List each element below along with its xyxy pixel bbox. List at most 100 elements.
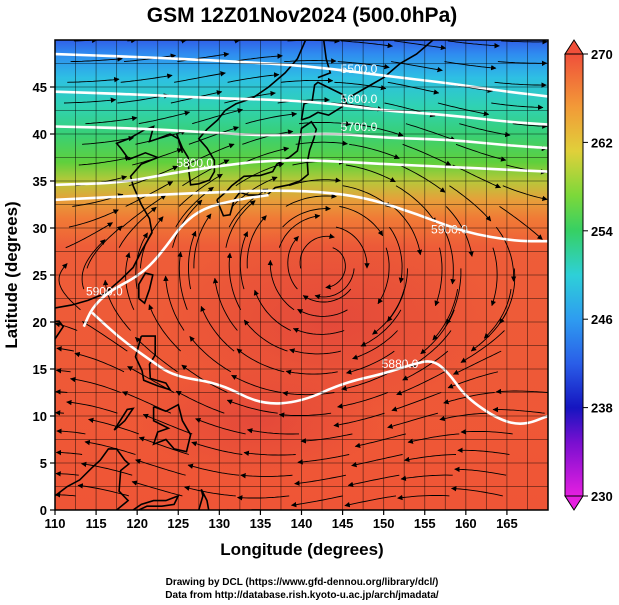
streamline [342, 185, 391, 208]
coastlines [55, 40, 434, 510]
height-contour-label: 5880.0 [382, 357, 419, 371]
streamline [82, 321, 128, 352]
height-contour-line [91, 311, 548, 425]
y-tick-label: 0 [40, 503, 47, 518]
streamline [460, 330, 505, 363]
streamline [402, 350, 449, 381]
streamline [246, 428, 299, 435]
streamline [492, 406, 545, 414]
height-contour-line [55, 189, 548, 243]
streamline [240, 473, 293, 479]
streamline [494, 81, 547, 88]
streamline [253, 289, 292, 331]
streamline [491, 102, 544, 111]
streamline [135, 458, 186, 476]
credit-data: Data from http://database.rish.kyoto-u.a… [165, 590, 439, 601]
x-tick-label: 165 [496, 516, 518, 531]
streamline [349, 143, 400, 160]
streamline [55, 367, 71, 374]
streamlines [55, 40, 548, 508]
streamline [135, 337, 178, 373]
streamline [55, 410, 65, 416]
streamline [298, 121, 352, 127]
streamline [80, 461, 133, 476]
x-tick-label: 110 [45, 516, 66, 531]
height-contour-line [55, 158, 548, 187]
colorbar-gradient [564, 53, 584, 497]
streamline [335, 226, 370, 269]
x-tick-label: 150 [373, 516, 395, 531]
streamline [84, 439, 136, 455]
colorbar-bottom-triangle [564, 495, 584, 511]
streamline [55, 449, 83, 456]
streamline [512, 123, 548, 129]
streamline [226, 399, 278, 414]
streamline [280, 77, 334, 84]
streamline [399, 164, 446, 193]
streamline [63, 97, 117, 104]
streamline [395, 185, 437, 224]
streamline [391, 392, 442, 412]
y-tick-label: 5 [40, 456, 47, 471]
streamline [55, 471, 79, 477]
streamline [195, 417, 246, 435]
streamline [434, 247, 443, 307]
streamline [225, 200, 256, 248]
colorbar-top-triangle [564, 39, 584, 55]
x-axis-label: Longitude (degrees) [220, 540, 383, 559]
streamline [56, 346, 74, 352]
streamline [295, 140, 348, 146]
x-tick-label: 120 [126, 516, 148, 531]
streamline [447, 40, 500, 49]
y-tick-label: 35 [33, 174, 47, 189]
streamline [389, 226, 405, 284]
streamline [193, 213, 212, 269]
streamline [189, 335, 232, 373]
streamline [405, 123, 457, 142]
streamline [102, 279, 131, 331]
y-tick-label: 25 [33, 268, 47, 283]
height-contour-label: 5900.0 [431, 223, 468, 237]
colorbar-tick-label: 270 [591, 47, 613, 62]
streamline [352, 123, 404, 137]
coastline [55, 320, 65, 340]
streamline [224, 90, 276, 104]
streamline [347, 474, 400, 488]
coastline [134, 335, 172, 392]
coastline [175, 110, 226, 186]
streamline [174, 71, 226, 83]
streamline [192, 108, 244, 125]
colorbar: 270 262 254 246 238 230 [564, 39, 613, 511]
y-tick-label: 10 [33, 409, 47, 424]
y-tick-label: 30 [33, 221, 47, 236]
streamline [74, 351, 125, 373]
streamline [148, 304, 182, 352]
streamline [297, 309, 348, 317]
streamline [325, 247, 346, 290]
x-tick-label: 130 [208, 516, 230, 531]
streamline [242, 129, 294, 145]
streamline [138, 436, 190, 455]
streamline [402, 143, 452, 166]
streamline [70, 56, 123, 63]
coastline [317, 40, 332, 79]
streamline [300, 433, 353, 444]
streamline [58, 263, 81, 311]
streamline [450, 486, 503, 497]
streamline [289, 177, 341, 187]
colorbar-tick-label: 246 [591, 312, 613, 327]
streamline [392, 206, 423, 256]
x-tick-label: 135 [250, 516, 272, 531]
streamline [351, 454, 403, 468]
height-contour-label: 5800.0 [176, 156, 213, 170]
streamline [65, 222, 113, 249]
streamline [236, 348, 285, 373]
streamline [142, 413, 193, 435]
streamline [287, 236, 299, 290]
streamline [297, 454, 350, 465]
streamline [188, 126, 240, 145]
colorbar-tick-label: 262 [591, 135, 613, 150]
streamline [445, 206, 474, 257]
streamline [495, 388, 548, 395]
